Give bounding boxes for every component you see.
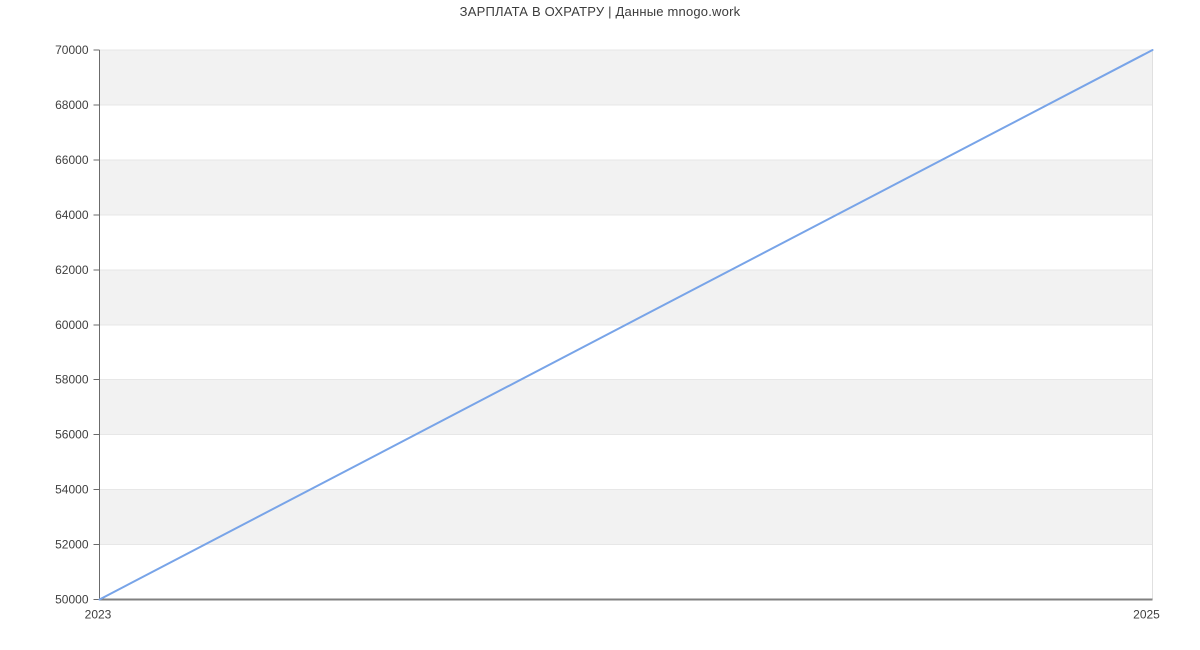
plot-band <box>99 379 1153 435</box>
plot-band <box>99 544 1153 600</box>
y-tick-label: 60000 <box>55 318 89 332</box>
plot-band <box>99 269 1153 325</box>
y-tick-label: 58000 <box>55 373 89 387</box>
series-line <box>98 49 1154 601</box>
y-tick-label: 70000 <box>55 43 89 57</box>
x-tick-label: 2023 <box>85 608 112 622</box>
plot-band <box>99 50 1153 105</box>
y-tick-label: 52000 <box>55 538 89 552</box>
plot-band <box>99 214 1153 270</box>
plot-band <box>99 489 1153 545</box>
plot-band <box>99 434 1153 490</box>
y-tick-label: 50000 <box>55 593 89 607</box>
y-tick-label: 54000 <box>55 483 89 497</box>
y-tick-label: 64000 <box>55 208 89 222</box>
x-tick-label: 2025 <box>1133 608 1160 622</box>
plot-band <box>99 324 1153 380</box>
y-tick-label: 66000 <box>55 153 89 167</box>
y-tick-label: 62000 <box>55 263 89 277</box>
y-tick-label: 56000 <box>55 428 89 442</box>
y-tick-label: 68000 <box>55 98 89 112</box>
plot-band <box>99 104 1153 160</box>
plot-band <box>99 159 1153 215</box>
chart-title: ЗАРПЛАТА В ОХРАТРУ | Данные mnogo.work <box>459 4 741 19</box>
